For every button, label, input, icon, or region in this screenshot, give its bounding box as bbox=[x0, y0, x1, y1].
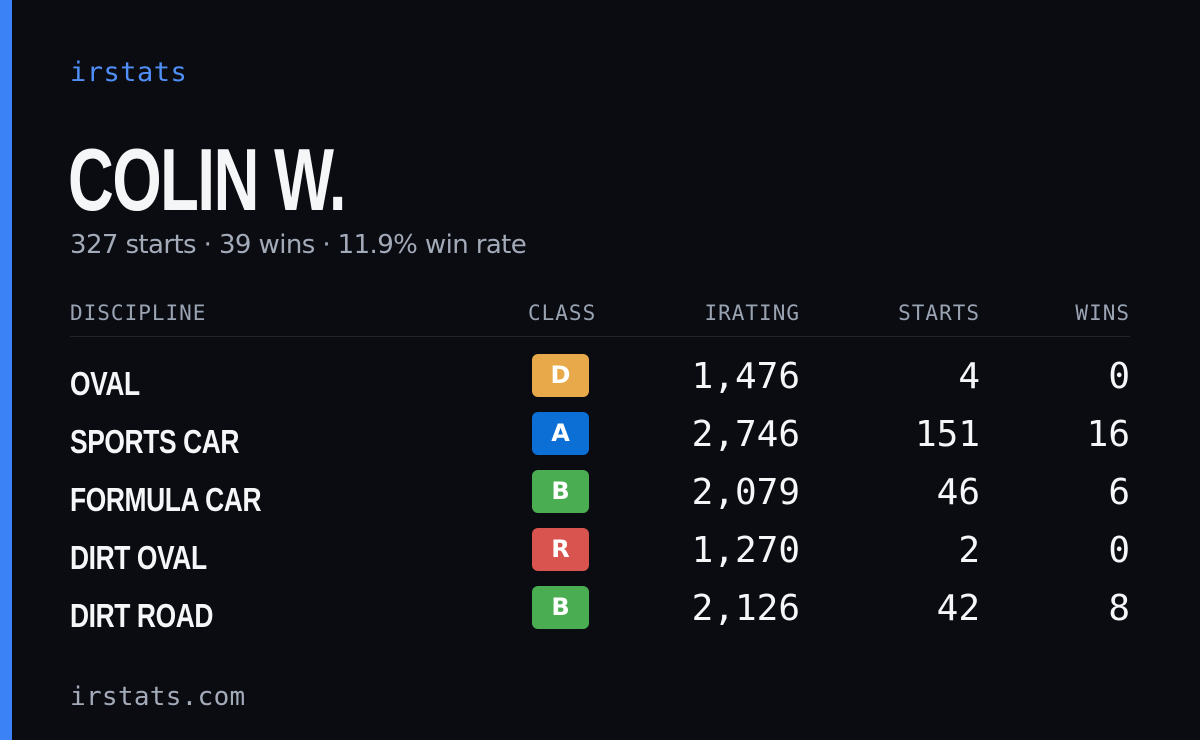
wins-value: 0 bbox=[1108, 530, 1130, 571]
discipline-name: DIRT OVAL bbox=[70, 539, 207, 576]
starts-value: 2 bbox=[958, 530, 980, 571]
class-badge: B bbox=[532, 470, 589, 513]
starts-value: 46 bbox=[936, 472, 980, 513]
irating-value: 2,126 bbox=[691, 588, 800, 629]
footer-url: irstats.com bbox=[70, 682, 246, 712]
discipline-name: DIRT ROAD bbox=[70, 597, 214, 634]
brand-logo-text: irstats bbox=[70, 57, 188, 88]
discipline-name: OVAL bbox=[70, 365, 140, 402]
class-badge: A bbox=[532, 412, 589, 455]
driver-name: COLIN W. bbox=[68, 130, 347, 229]
irating-value: 1,270 bbox=[691, 530, 800, 571]
table-row: DIRT OVAL R 1,270 2 0 bbox=[70, 524, 1130, 582]
accent-bar bbox=[0, 0, 12, 740]
header-wins: WINS bbox=[1075, 301, 1130, 325]
header-starts: STARTS bbox=[898, 301, 980, 325]
wins-value: 6 bbox=[1108, 472, 1130, 513]
header-irating: IRATING bbox=[704, 301, 800, 325]
table-row: DIRT ROAD B 2,126 42 8 bbox=[70, 582, 1130, 640]
header-class: CLASS bbox=[528, 301, 597, 325]
table-row: OVAL D 1,476 4 0 bbox=[70, 350, 1130, 408]
table-row: SPORTS CAR A 2,746 151 16 bbox=[70, 408, 1130, 466]
discipline-name: FORMULA CAR bbox=[70, 481, 262, 518]
starts-value: 4 bbox=[958, 356, 980, 397]
wins-value: 8 bbox=[1108, 588, 1130, 629]
table-row: FORMULA CAR B 2,079 46 6 bbox=[70, 466, 1130, 524]
wins-value: 0 bbox=[1108, 356, 1130, 397]
class-badge: B bbox=[532, 586, 589, 629]
header-discipline: DISCIPLINE bbox=[70, 301, 207, 325]
stats-table-body: OVAL D 1,476 4 0 SPORTS CAR A 2,746 151 … bbox=[70, 350, 1130, 640]
discipline-name: SPORTS CAR bbox=[70, 423, 240, 460]
starts-value: 42 bbox=[936, 588, 980, 629]
class-badge: D bbox=[532, 354, 589, 397]
irating-value: 1,476 bbox=[691, 356, 800, 397]
table-header: DISCIPLINE CLASS IRATING STARTS WINS bbox=[70, 300, 1130, 337]
irating-value: 2,079 bbox=[691, 472, 800, 513]
wins-value: 16 bbox=[1086, 414, 1130, 455]
class-badge: R bbox=[532, 528, 589, 571]
irating-value: 2,746 bbox=[691, 414, 800, 455]
starts-value: 151 bbox=[914, 414, 980, 455]
driver-summary: 327 starts · 39 wins · 11.9% win rate bbox=[70, 230, 527, 260]
